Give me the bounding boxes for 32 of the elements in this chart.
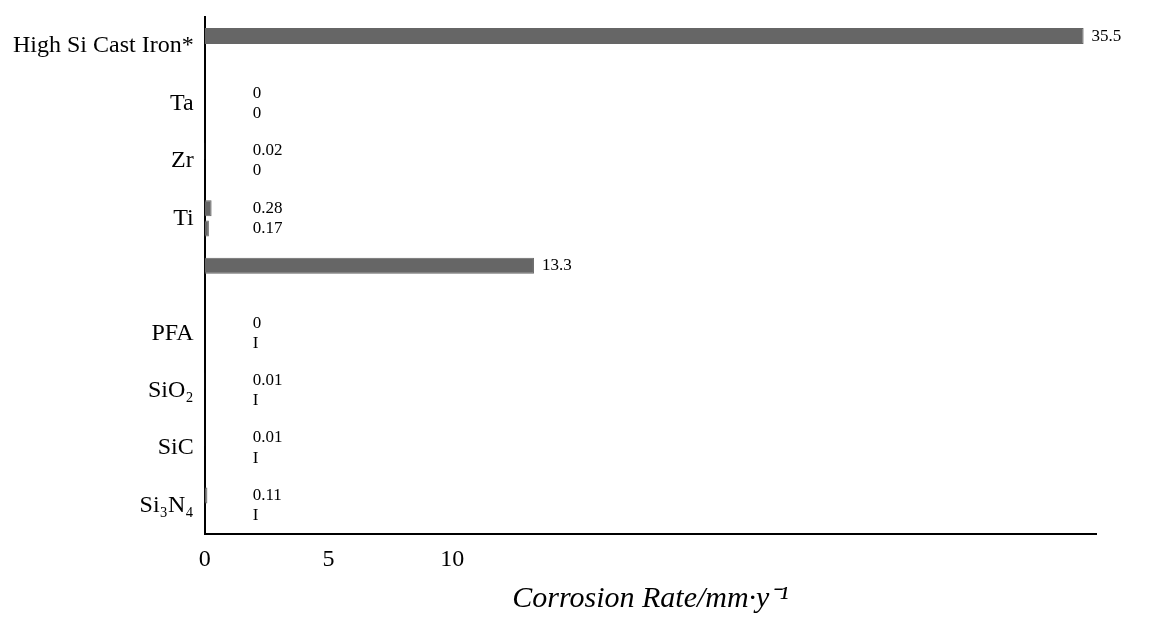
y-tick-label: Ti [173,203,194,230]
y-tick-label: Zr [171,146,194,173]
y-tick-label: SiO₂ [147,375,194,402]
data-label: 13.3 [541,255,572,275]
data-label: 0 [252,82,262,102]
data-label: 0.01 [252,427,283,447]
text: I [252,332,259,352]
data-label: 35.5 [1091,25,1122,45]
y-tick-label: High Si Cast Iron* [13,31,194,58]
bar [204,257,534,274]
x-tick-label: 10 [440,544,465,571]
x-tick-label: 5 [322,544,335,571]
x-tick-label: 0 [198,544,211,571]
bar [204,28,1084,45]
data-label: 0.28 [252,197,283,217]
y-tick-label: PFA [151,318,195,345]
data-label: 0.01 [252,370,283,390]
data-label: 0.02 [252,140,283,160]
y-tick-label: SiC [157,433,194,460]
y-tick-label: Si₃N₄ [139,490,194,517]
data-label: 0.17 [252,217,283,237]
bar [204,220,209,237]
data-label: 0.11 [252,484,282,504]
data-label: 0 [252,160,262,180]
text: I [252,447,259,467]
bar [204,200,212,217]
text: I [252,390,259,410]
data-label: 0 [252,103,262,123]
x-axis-title: Corrosion Rate/mm·y⁻¹ [512,579,789,613]
data-label: 0 [252,312,262,332]
text: I [252,505,259,525]
y-tick-label: Ta [170,88,195,115]
